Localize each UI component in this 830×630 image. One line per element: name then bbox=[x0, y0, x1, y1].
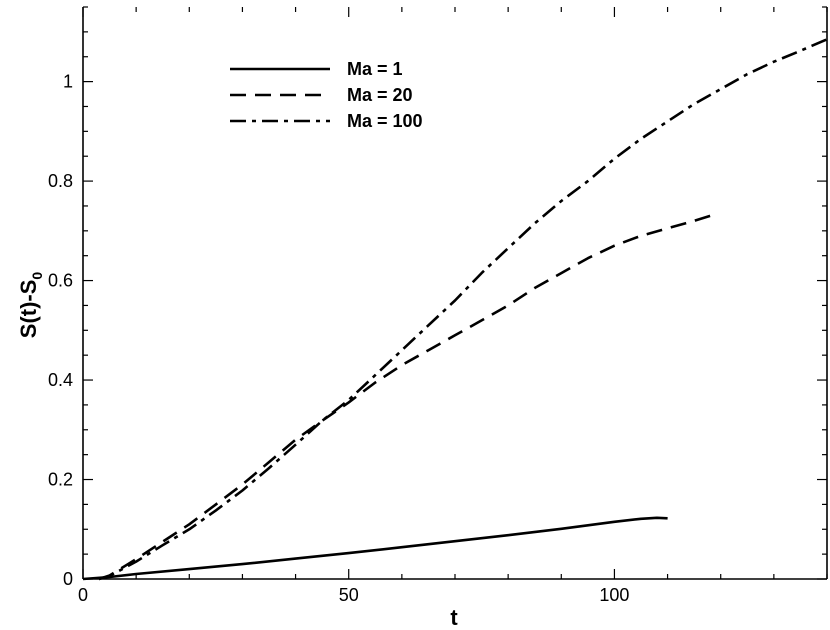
y-tick-label: 0.4 bbox=[48, 370, 73, 390]
series-line-3 bbox=[98, 38, 828, 581]
x-axis-title: t bbox=[450, 605, 458, 630]
series-line-1 bbox=[82, 516, 668, 581]
x-tick-label: 100 bbox=[599, 585, 629, 605]
legend-label-2: Ma = 20 bbox=[347, 85, 413, 105]
y-axis-title: S(t)-S0 bbox=[16, 272, 45, 339]
x-tick-label: 0 bbox=[78, 585, 88, 605]
y-axis-title-subscript: 0 bbox=[29, 272, 45, 280]
legend-label-1: Ma = 1 bbox=[347, 59, 403, 79]
legend: Ma = 1 Ma = 20 Ma = 100 bbox=[230, 59, 423, 131]
y-axis-title-main: S(t)-S bbox=[16, 280, 41, 339]
y-tick-label: 0.6 bbox=[48, 271, 73, 291]
y-tick-label: 0.2 bbox=[48, 470, 73, 490]
axes: 0 50 100 0 0.2 0.4 0.6 0.8 1 bbox=[48, 6, 828, 605]
legend-label-3: Ma = 100 bbox=[347, 111, 423, 131]
x-tick-label: 50 bbox=[339, 585, 359, 605]
y-tick-label: 0.8 bbox=[48, 171, 73, 191]
series-layer bbox=[82, 38, 828, 581]
y-tick-label: 1 bbox=[63, 72, 73, 92]
y-tick-label: 0 bbox=[63, 569, 73, 589]
series-line-2 bbox=[98, 214, 711, 581]
